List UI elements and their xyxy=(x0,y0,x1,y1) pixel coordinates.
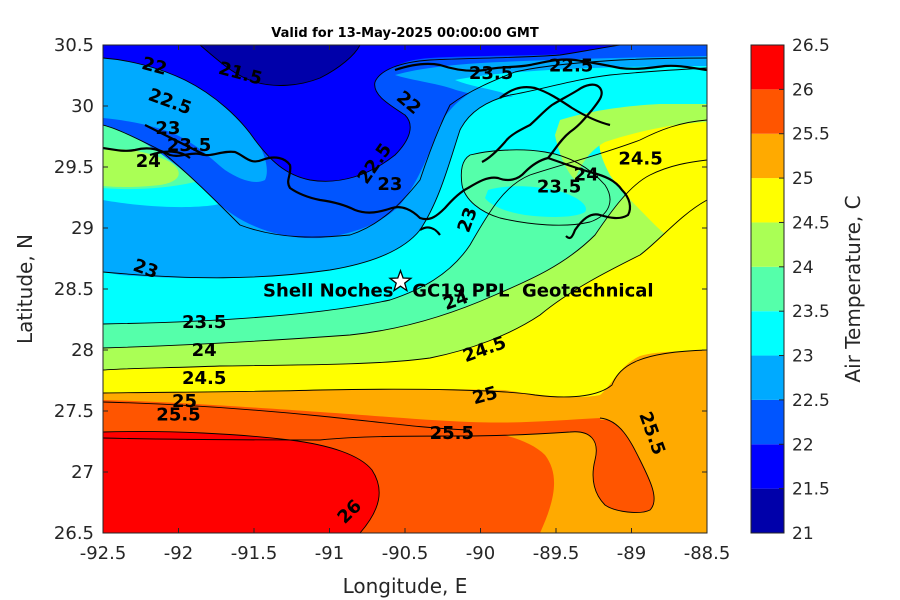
band-24.5-25-ne xyxy=(599,120,707,255)
colorbar-level xyxy=(751,133,784,179)
site-annotation-text: Shell Noches GC19 PPL Geotechnical xyxy=(263,280,654,301)
contour-label: 23.5 xyxy=(469,63,513,84)
colorbar-tick-label: 23.5 xyxy=(792,302,830,322)
colorbar-tick-label: 26 xyxy=(792,80,814,100)
x-tick-label: -90.5 xyxy=(382,543,429,564)
x-tick-label: -89 xyxy=(617,543,646,564)
x-tick-label: -88.5 xyxy=(684,543,731,564)
chart-title: Valid for 13-May-2025 00:00:00 GMT xyxy=(271,26,539,41)
y-tick-label: 26.5 xyxy=(54,523,94,544)
y-axis-label: Latitude, N xyxy=(13,234,37,344)
colorbar-tick-label: 23 xyxy=(792,347,814,367)
x-tick-label: -91.5 xyxy=(231,543,278,564)
y-axis-ticks: 30.5 30 29.5 29 28.5 28 27.5 27 26.5 xyxy=(54,35,707,544)
map-plot-area xyxy=(103,45,707,533)
colorbar-level xyxy=(751,355,784,400)
band-24-24.5-ne xyxy=(555,104,707,180)
y-tick-label: 29.5 xyxy=(54,157,94,178)
contour-label: 22.5 xyxy=(549,56,593,77)
band-26-26.5 xyxy=(103,431,380,533)
x-tick-label: -91 xyxy=(315,543,344,564)
contour-label: 24 xyxy=(574,164,599,185)
y-tick-label: 30.5 xyxy=(54,35,94,56)
y-tick-label: 27.5 xyxy=(54,401,94,422)
colorbar-level xyxy=(751,311,784,356)
x-tick-label: -92 xyxy=(164,543,193,564)
colorbar-tick-label: 22.5 xyxy=(792,391,830,411)
y-tick-label: 27 xyxy=(71,462,94,483)
band-24-24.5-west-inner xyxy=(103,149,179,187)
y-tick-label: 28 xyxy=(71,340,94,361)
colorbar-label: Air Temperature, C xyxy=(841,195,865,382)
colorbar-level xyxy=(751,222,784,267)
colorbar-tick-label: 25.5 xyxy=(792,125,830,145)
colorbar-level xyxy=(751,45,784,90)
site-annotation: Shell Noches GC19 PPL Geotechnical xyxy=(263,268,654,301)
colorbar-tick-label: 21 xyxy=(792,524,814,544)
site-star-marker xyxy=(388,268,413,293)
contour-label: 23.5 xyxy=(537,177,581,198)
band-21.5-22 xyxy=(103,45,620,182)
colorbar-tick-label: 24 xyxy=(792,258,814,278)
colorbar-level xyxy=(751,266,784,312)
contour-lines xyxy=(103,45,707,533)
colorbar: 26.5 26 25.5 25 24.5 24 23.5 23 22.5 22 21.5 21 xyxy=(750,36,830,544)
colorbar-tick-label: 25 xyxy=(792,169,814,189)
contour-label: 25.5 xyxy=(430,423,474,444)
band-23-23.5-delta xyxy=(485,186,586,217)
y-tick-label: 29 xyxy=(71,218,94,239)
band-25-25.5-se xyxy=(600,350,707,533)
contour-label: 24.5 xyxy=(182,368,226,389)
colorbar-level xyxy=(751,178,784,223)
colorbar-tick-label: 26.5 xyxy=(792,36,830,56)
colorbar-level xyxy=(751,89,784,134)
x-tick-label: -90 xyxy=(466,543,495,564)
colorbar-tick-label: 21.5 xyxy=(792,480,830,500)
colorbar-level xyxy=(751,444,784,489)
colorbar-frame xyxy=(750,44,785,534)
colorbar-level xyxy=(751,488,784,533)
x-tick-label: -92.5 xyxy=(80,543,127,564)
colorbar-level xyxy=(751,399,784,445)
x-tick-label: -89.5 xyxy=(533,543,580,564)
contour-label: 23.5 xyxy=(167,135,211,156)
x-axis-ticks: -92.5 -92 -91.5 -91 -90.5 -90 -89.5 -89 -88.5 xyxy=(80,45,731,564)
y-tick-label: 28.5 xyxy=(54,279,94,300)
coastline xyxy=(103,58,707,240)
contour-label: 23 xyxy=(155,118,180,139)
colorbar-tick-label: 22 xyxy=(792,435,814,455)
contour-label: 23 xyxy=(377,174,402,195)
contour-label: 24 xyxy=(192,340,217,361)
contour-label: 25 xyxy=(172,391,197,412)
colorbar-tick-label: 24.5 xyxy=(792,213,830,233)
y-tick-label: 30 xyxy=(71,96,94,117)
contour-label: 24 xyxy=(136,151,161,172)
contour-label: 25.5 xyxy=(156,405,200,426)
contour-label: 24.5 xyxy=(618,148,662,169)
contour-label: 23.5 xyxy=(182,312,226,333)
x-axis-label: Longitude, E xyxy=(343,574,468,598)
band-22.5-23-west xyxy=(103,45,267,182)
